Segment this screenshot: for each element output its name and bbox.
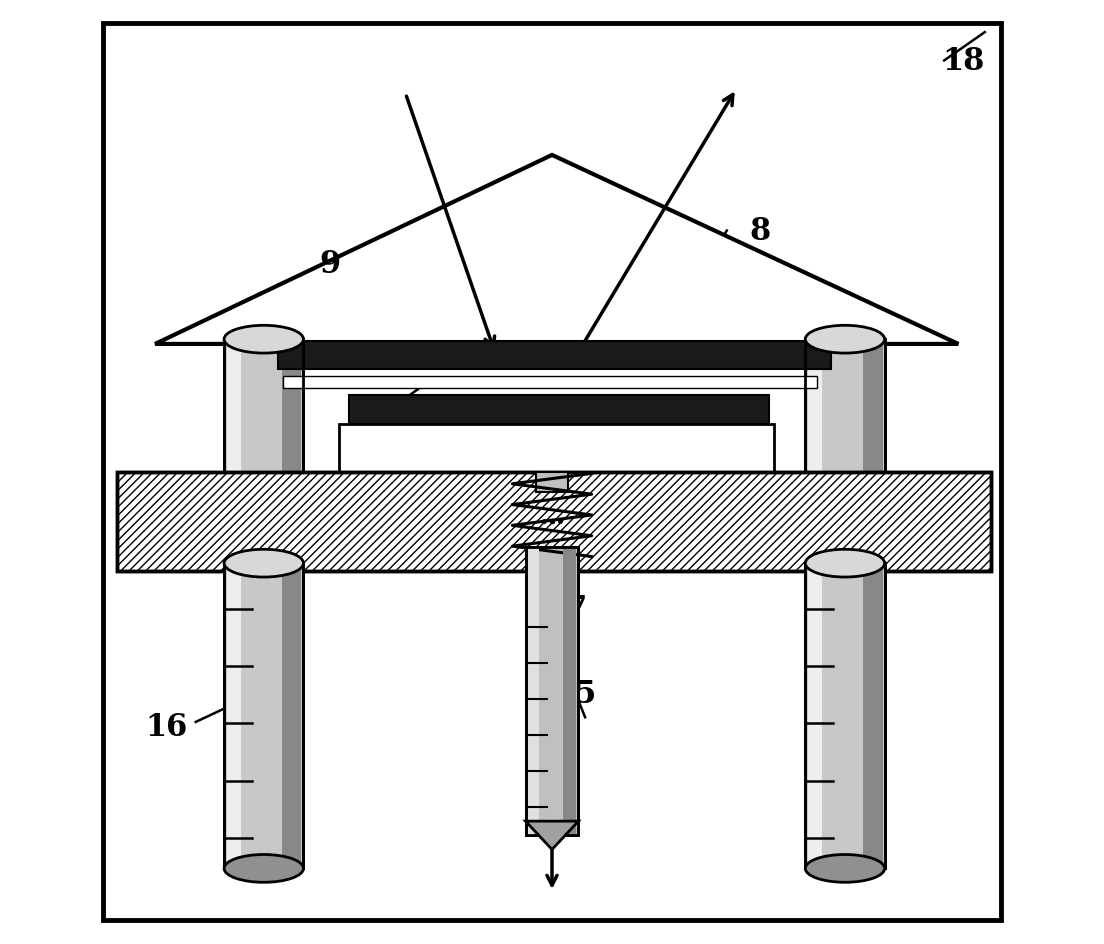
- Bar: [563, 548, 576, 835]
- Bar: [805, 340, 884, 552]
- Bar: [224, 340, 304, 552]
- Bar: [526, 548, 578, 835]
- Ellipse shape: [224, 326, 304, 354]
- Bar: [278, 342, 831, 370]
- Bar: [805, 340, 884, 552]
- Polygon shape: [155, 156, 958, 345]
- Bar: [863, 340, 883, 552]
- Bar: [805, 564, 884, 868]
- Ellipse shape: [224, 854, 304, 883]
- Text: 17: 17: [545, 594, 587, 624]
- Ellipse shape: [224, 549, 304, 578]
- Bar: [805, 564, 884, 868]
- Bar: [117, 472, 991, 571]
- Polygon shape: [526, 821, 578, 850]
- Text: 13: 13: [129, 518, 171, 548]
- Ellipse shape: [805, 326, 884, 354]
- Bar: [529, 548, 539, 835]
- Bar: [808, 564, 822, 868]
- Bar: [282, 564, 301, 868]
- Text: 11: 11: [337, 449, 380, 480]
- Ellipse shape: [805, 854, 884, 883]
- Text: 9: 9: [319, 249, 340, 279]
- Text: 8: 8: [750, 216, 771, 246]
- Bar: [117, 472, 991, 571]
- Bar: [224, 340, 304, 552]
- Bar: [224, 564, 304, 868]
- Text: 15: 15: [554, 679, 597, 709]
- Bar: [117, 472, 991, 571]
- Bar: [227, 564, 241, 868]
- Text: 18: 18: [942, 46, 985, 76]
- Text: 10: 10: [357, 396, 399, 426]
- Bar: [808, 340, 822, 552]
- Bar: [349, 396, 769, 427]
- Bar: [339, 425, 774, 493]
- Text: 12: 12: [413, 504, 455, 534]
- Bar: [863, 564, 883, 868]
- Text: 16: 16: [146, 712, 188, 742]
- Bar: [227, 340, 241, 552]
- Bar: [526, 548, 578, 835]
- Ellipse shape: [805, 549, 884, 578]
- Bar: [283, 377, 817, 389]
- Bar: [537, 472, 567, 493]
- Bar: [282, 340, 301, 552]
- Bar: [224, 564, 304, 868]
- Text: 14: 14: [639, 499, 682, 530]
